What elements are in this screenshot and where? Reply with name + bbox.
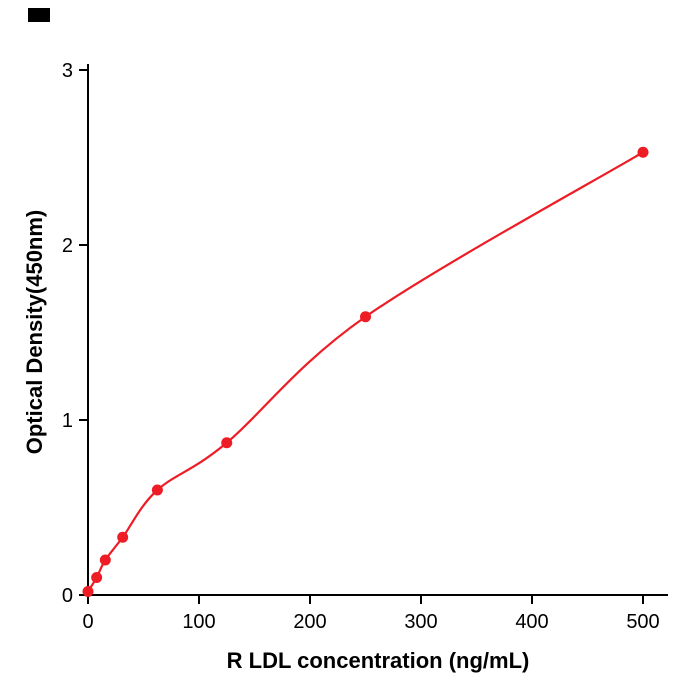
tick-marks [79,69,644,604]
data-point [637,146,649,158]
fit-curve [87,151,644,593]
data-series [82,146,649,597]
data-point [360,311,371,323]
x-tick-label: 300 [404,611,437,633]
y-tick-label: 1 [62,410,73,432]
x-tick-label: 400 [515,611,548,633]
x-tick-label: 200 [293,611,326,633]
x-tick-label: 100 [182,611,215,633]
y-tick-label: 0 [62,585,73,607]
corner-mark [28,8,50,22]
y-tick-label: 3 [62,60,73,82]
y-tick-label: 2 [62,235,73,257]
tick-labels: 0 100 200 300 400 500 0 1 2 3 [62,60,660,633]
data-point [221,437,233,449]
data-point [99,554,111,566]
y-axis-label: Optical Density(450nm) [22,210,47,455]
data-point [82,586,94,597]
x-tick-label: 500 [626,611,659,633]
axes [87,64,668,596]
x-tick-label: 0 [82,611,93,633]
x-axis-label: R LDL concentration (ng/mL) [227,648,530,673]
data-point [91,572,103,583]
data-point [117,531,129,543]
data-point [151,484,163,496]
